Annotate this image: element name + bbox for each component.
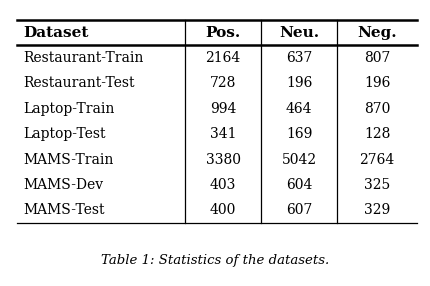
Text: 196: 196 <box>286 76 312 90</box>
Text: 870: 870 <box>364 102 390 116</box>
Text: 196: 196 <box>364 76 390 90</box>
Text: 169: 169 <box>286 127 312 141</box>
Text: Restaurant-Test: Restaurant-Test <box>24 76 135 90</box>
Text: 604: 604 <box>286 178 312 192</box>
Text: MAMS-Test: MAMS-Test <box>24 203 105 217</box>
Text: 329: 329 <box>364 203 390 217</box>
Text: 2764: 2764 <box>359 153 395 167</box>
Text: 607: 607 <box>286 203 312 217</box>
Text: 341: 341 <box>210 127 237 141</box>
Text: Pos.: Pos. <box>206 26 241 40</box>
Text: MAMS-Dev: MAMS-Dev <box>24 178 104 192</box>
Text: 464: 464 <box>286 102 312 116</box>
Text: Laptop-Train: Laptop-Train <box>24 102 115 116</box>
Text: 325: 325 <box>364 178 390 192</box>
Text: 994: 994 <box>210 102 237 116</box>
Text: 3380: 3380 <box>206 153 241 167</box>
Text: 400: 400 <box>210 203 237 217</box>
Text: 5042: 5042 <box>282 153 316 167</box>
Text: 637: 637 <box>286 51 312 65</box>
Text: Dataset: Dataset <box>24 26 89 40</box>
Text: 128: 128 <box>364 127 390 141</box>
Text: 2164: 2164 <box>206 51 241 65</box>
Text: Laptop-Test: Laptop-Test <box>24 127 106 141</box>
Text: Neu.: Neu. <box>279 26 319 40</box>
Text: Table 1: Statistics of the datasets.: Table 1: Statistics of the datasets. <box>101 254 329 267</box>
Text: MAMS-Train: MAMS-Train <box>24 153 114 167</box>
Text: 807: 807 <box>364 51 390 65</box>
Text: 403: 403 <box>210 178 237 192</box>
Text: Restaurant-Train: Restaurant-Train <box>24 51 144 65</box>
Text: Neg.: Neg. <box>357 26 397 40</box>
Text: 728: 728 <box>210 76 237 90</box>
